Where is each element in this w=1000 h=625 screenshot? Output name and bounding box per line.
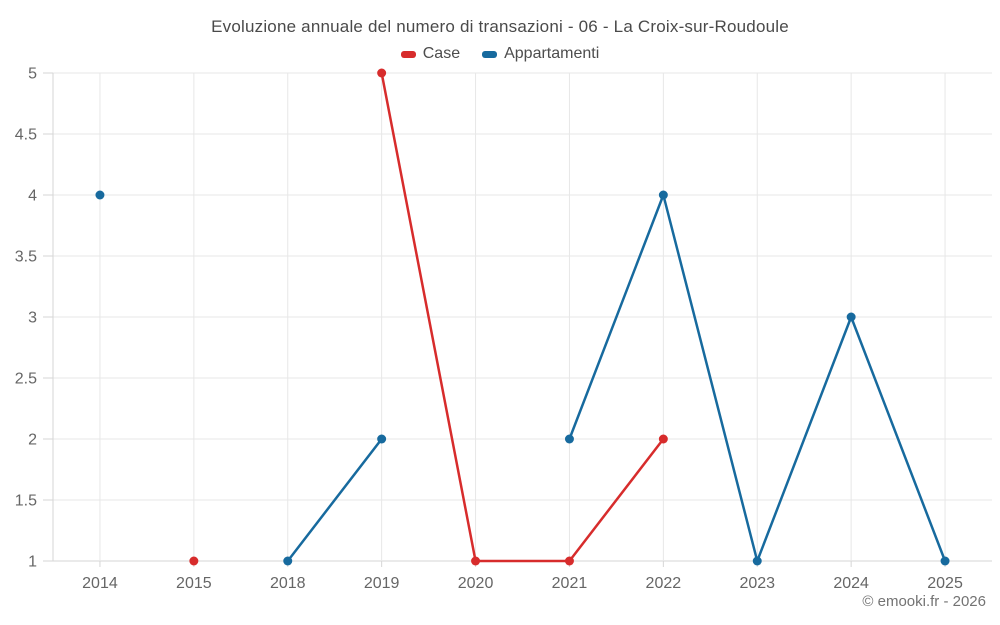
data-point[interactable] xyxy=(564,556,574,566)
legend-swatch-icon xyxy=(482,50,498,58)
svg-text:1.5: 1.5 xyxy=(15,493,37,510)
data-point[interactable] xyxy=(471,556,481,566)
svg-text:1: 1 xyxy=(28,554,37,571)
legend-swatch-icon xyxy=(400,50,416,58)
data-point[interactable] xyxy=(658,434,668,444)
data-point[interactable] xyxy=(377,68,387,78)
svg-text:2014: 2014 xyxy=(82,575,118,592)
svg-text:4: 4 xyxy=(28,188,37,205)
data-point[interactable] xyxy=(940,556,950,566)
legend-item[interactable]: Appartamenti xyxy=(482,45,599,63)
data-point[interactable] xyxy=(846,312,856,322)
svg-text:2022: 2022 xyxy=(646,575,682,592)
svg-text:2020: 2020 xyxy=(458,575,494,592)
svg-text:2018: 2018 xyxy=(270,575,306,592)
chart-title: Evoluzione annuale del numero di transaz… xyxy=(211,17,789,36)
legend-label: Appartamenti xyxy=(504,45,600,62)
data-point[interactable] xyxy=(377,434,387,444)
svg-text:2019: 2019 xyxy=(364,575,400,592)
svg-text:2025: 2025 xyxy=(927,575,963,592)
credit-link[interactable]: © emooki.fr - 2026 xyxy=(862,593,986,610)
data-point[interactable] xyxy=(658,190,668,200)
series-line xyxy=(380,71,665,563)
data-point[interactable] xyxy=(189,556,199,566)
legend: Case Appartamenti xyxy=(0,45,1000,63)
svg-text:2.5: 2.5 xyxy=(15,371,37,388)
data-point[interactable] xyxy=(564,434,574,444)
svg-text:3.5: 3.5 xyxy=(15,249,37,266)
svg-text:2015: 2015 xyxy=(176,575,212,592)
legend-item[interactable]: Case xyxy=(400,45,461,63)
svg-text:4.5: 4.5 xyxy=(15,127,37,144)
svg-text:3: 3 xyxy=(28,310,37,327)
svg-text:2: 2 xyxy=(28,432,37,449)
data-point[interactable] xyxy=(283,556,293,566)
svg-text:2023: 2023 xyxy=(739,575,775,592)
svg-text:5: 5 xyxy=(28,66,37,83)
data-point[interactable] xyxy=(752,556,762,566)
svg-text:2024: 2024 xyxy=(833,575,869,592)
data-point[interactable] xyxy=(95,190,105,200)
legend-label: Case xyxy=(422,45,461,62)
svg-text:2021: 2021 xyxy=(552,575,588,592)
